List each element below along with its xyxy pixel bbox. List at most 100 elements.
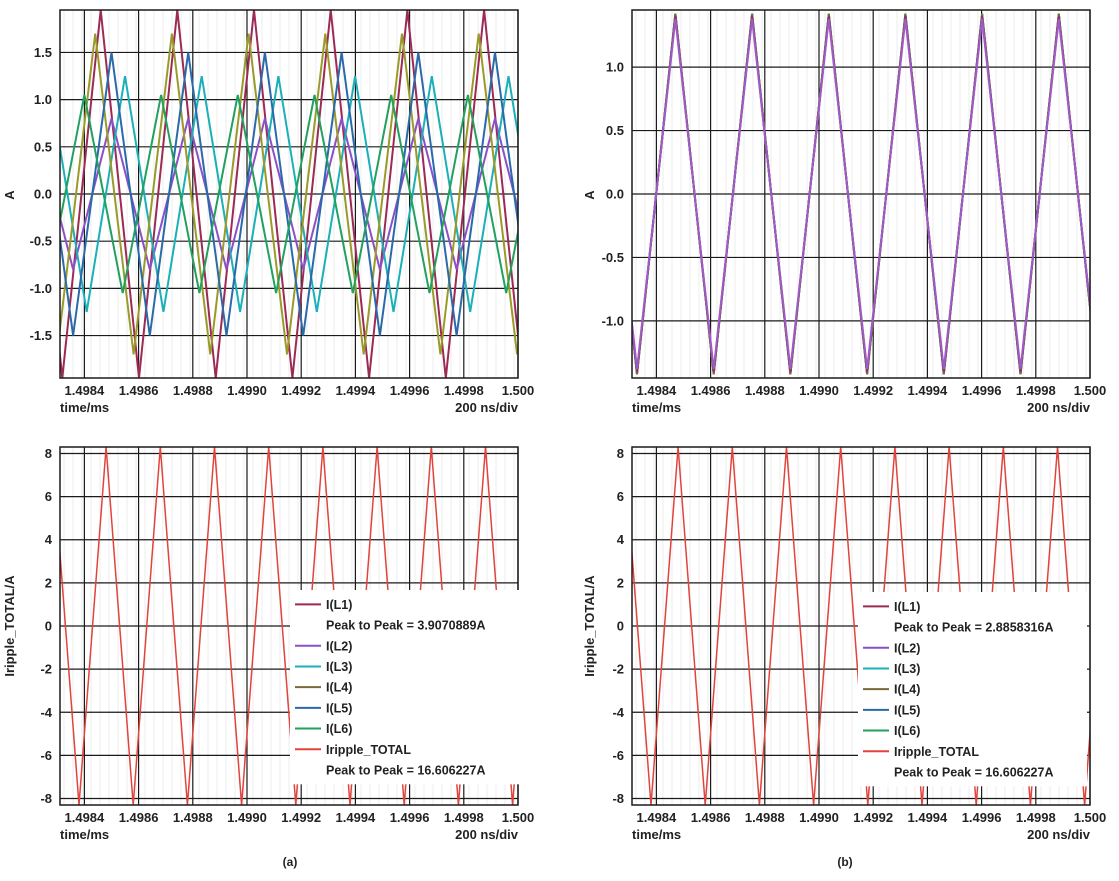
chart-a-bottom: 1.4984 1.4986 1.4988 1.4990 1.4992 1.4994 1.49… (2, 446, 535, 842)
y-axis-label: Iripple_TOTAL/A (582, 575, 597, 677)
y-axis-label: A (582, 190, 597, 200)
y-tick-label: 2 (617, 575, 624, 590)
legend-note: Peak to Peak = 16.606227A (326, 763, 486, 777)
chart-b-bottom: 1.4984 1.4986 1.4988 1.4990 1.4992 1.4994 1.49… (582, 446, 1107, 842)
series-line (60, 52, 518, 336)
y-tick-label: -1.0 (30, 281, 52, 296)
x-tick-label: 1.4994 (336, 383, 377, 398)
x-tick-label: 1.4996 (390, 810, 430, 825)
legend-label: I(L2) (326, 639, 352, 653)
y-tick-label: 1.0 (34, 92, 52, 107)
x-tick-label: 1.4996 (390, 383, 430, 398)
x-tick-label: 1.4992 (281, 383, 321, 398)
x-tick-label: 1.4996 (962, 383, 1002, 398)
x-tick-label: 1.4988 (745, 810, 785, 825)
x-tick-label: 1.4992 (853, 383, 893, 398)
legend-label: I(L1) (894, 600, 920, 614)
x-tick-label: 1.4992 (853, 810, 893, 825)
y-tick-label: 1.5 (34, 45, 52, 60)
legend: I(L1) Peak to Peak = 2.8858316A I(L2) I(L3)… (858, 592, 1087, 787)
y-tick-label: -4 (612, 705, 624, 720)
x-tick-label: 1.4996 (962, 810, 1002, 825)
x-tick-label: 1.4998 (1016, 810, 1056, 825)
scale-note: 200 ns/div (1027, 827, 1091, 842)
x-tick-label: 1.4990 (799, 383, 839, 398)
x-tick-label: 1.4988 (173, 810, 213, 825)
scale-note: 200 ns/div (455, 400, 519, 415)
y-tick-label: -6 (40, 748, 52, 763)
y-tick-label: 4 (617, 532, 625, 547)
x-tick-label: 1.4998 (444, 810, 484, 825)
legend-note: Peak to Peak = 3.9070889A (326, 619, 486, 633)
chart-a-top: 1.4984 1.4986 1.4988 1.4990 1.4992 1.4994 1.49… (2, 9, 535, 415)
y-tick-label: 0 (617, 619, 624, 634)
y-tick-label: 0.0 (606, 187, 624, 202)
legend-label: I(L4) (326, 681, 352, 695)
x-tick-label: 1.500 (502, 383, 535, 398)
legend-label: I(L1) (326, 598, 352, 612)
series-line (60, 10, 518, 378)
x-tick-label: 1.4986 (119, 383, 159, 398)
legend-label: I(L2) (894, 641, 920, 655)
x-tick-label: 1.500 (502, 810, 535, 825)
legend-note: Peak to Peak = 2.8858316A (894, 621, 1054, 635)
y-tick-label: 6 (45, 489, 52, 504)
y-tick-label: 2 (45, 575, 52, 590)
x-tick-label: 1.4994 (908, 383, 949, 398)
x-tick-label: 1.4998 (1016, 383, 1056, 398)
y-tick-label: 6 (617, 489, 624, 504)
x-tick-label: 1.500 (1074, 383, 1107, 398)
x-tick-label: 1.4986 (691, 810, 731, 825)
x-axis-label: time/ms (632, 400, 681, 415)
x-tick-label: 1.4988 (745, 383, 785, 398)
legend-box (858, 592, 1087, 787)
x-axis-label: time/ms (60, 400, 109, 415)
legend-box (290, 590, 522, 785)
y-tick-label: -8 (612, 791, 624, 806)
y-tick-label: 0 (45, 619, 52, 634)
plot-frame (631, 446, 1091, 806)
legend-label: Iripple_TOTAL (894, 745, 979, 759)
series-line (60, 75, 518, 313)
legend-label: I(L6) (894, 724, 920, 738)
series-line (632, 18, 1090, 370)
y-tick-label: -1.5 (30, 328, 52, 343)
x-tick-label: 1.4990 (227, 810, 267, 825)
y-tick-label: -2 (612, 662, 624, 677)
scale-note: 200 ns/div (1027, 400, 1091, 415)
x-tick-label: 1.4990 (227, 383, 267, 398)
plot-frame (631, 9, 1091, 379)
y-tick-label: 1.0 (606, 60, 624, 75)
caption-b: (b) (837, 855, 852, 869)
x-tick-label: 1.4992 (281, 810, 321, 825)
y-tick-label: 0.5 (34, 139, 52, 154)
x-tick-label: 1.4984 (65, 383, 106, 398)
y-tick-label: 0.0 (34, 187, 52, 202)
x-tick-label: 1.4984 (637, 810, 678, 825)
y-tick-label: -4 (40, 705, 52, 720)
series-line (60, 33, 518, 355)
scale-note: 200 ns/div (455, 827, 519, 842)
x-axis-label: time/ms (60, 827, 109, 842)
x-tick-label: 1.4994 (908, 810, 949, 825)
y-tick-label: -8 (40, 791, 52, 806)
y-tick-label: 0.5 (606, 123, 624, 138)
x-tick-label: 1.4986 (119, 810, 159, 825)
y-tick-label: -0.5 (602, 250, 624, 265)
legend-label: I(L3) (326, 660, 352, 674)
x-tick-label: 1.4986 (691, 383, 731, 398)
x-tick-label: 1.500 (1074, 810, 1107, 825)
caption-a: (a) (283, 855, 298, 869)
x-tick-label: 1.4984 (637, 383, 678, 398)
series-line (60, 94, 518, 294)
legend-label: I(L6) (326, 722, 352, 736)
y-axis-label: Iripple_TOTAL/A (2, 575, 17, 677)
y-tick-label: -6 (612, 748, 624, 763)
series-group (60, 10, 518, 378)
legend: I(L1) Peak to Peak = 3.9070889A I(L2) I(L3)… (290, 590, 522, 785)
y-tick-label: 8 (617, 446, 624, 461)
legend-note: Peak to Peak = 16.606227A (894, 765, 1054, 779)
legend-label: I(L5) (894, 703, 920, 717)
legend-label: Iripple_TOTAL (326, 743, 411, 757)
y-axis-label: A (2, 190, 17, 200)
